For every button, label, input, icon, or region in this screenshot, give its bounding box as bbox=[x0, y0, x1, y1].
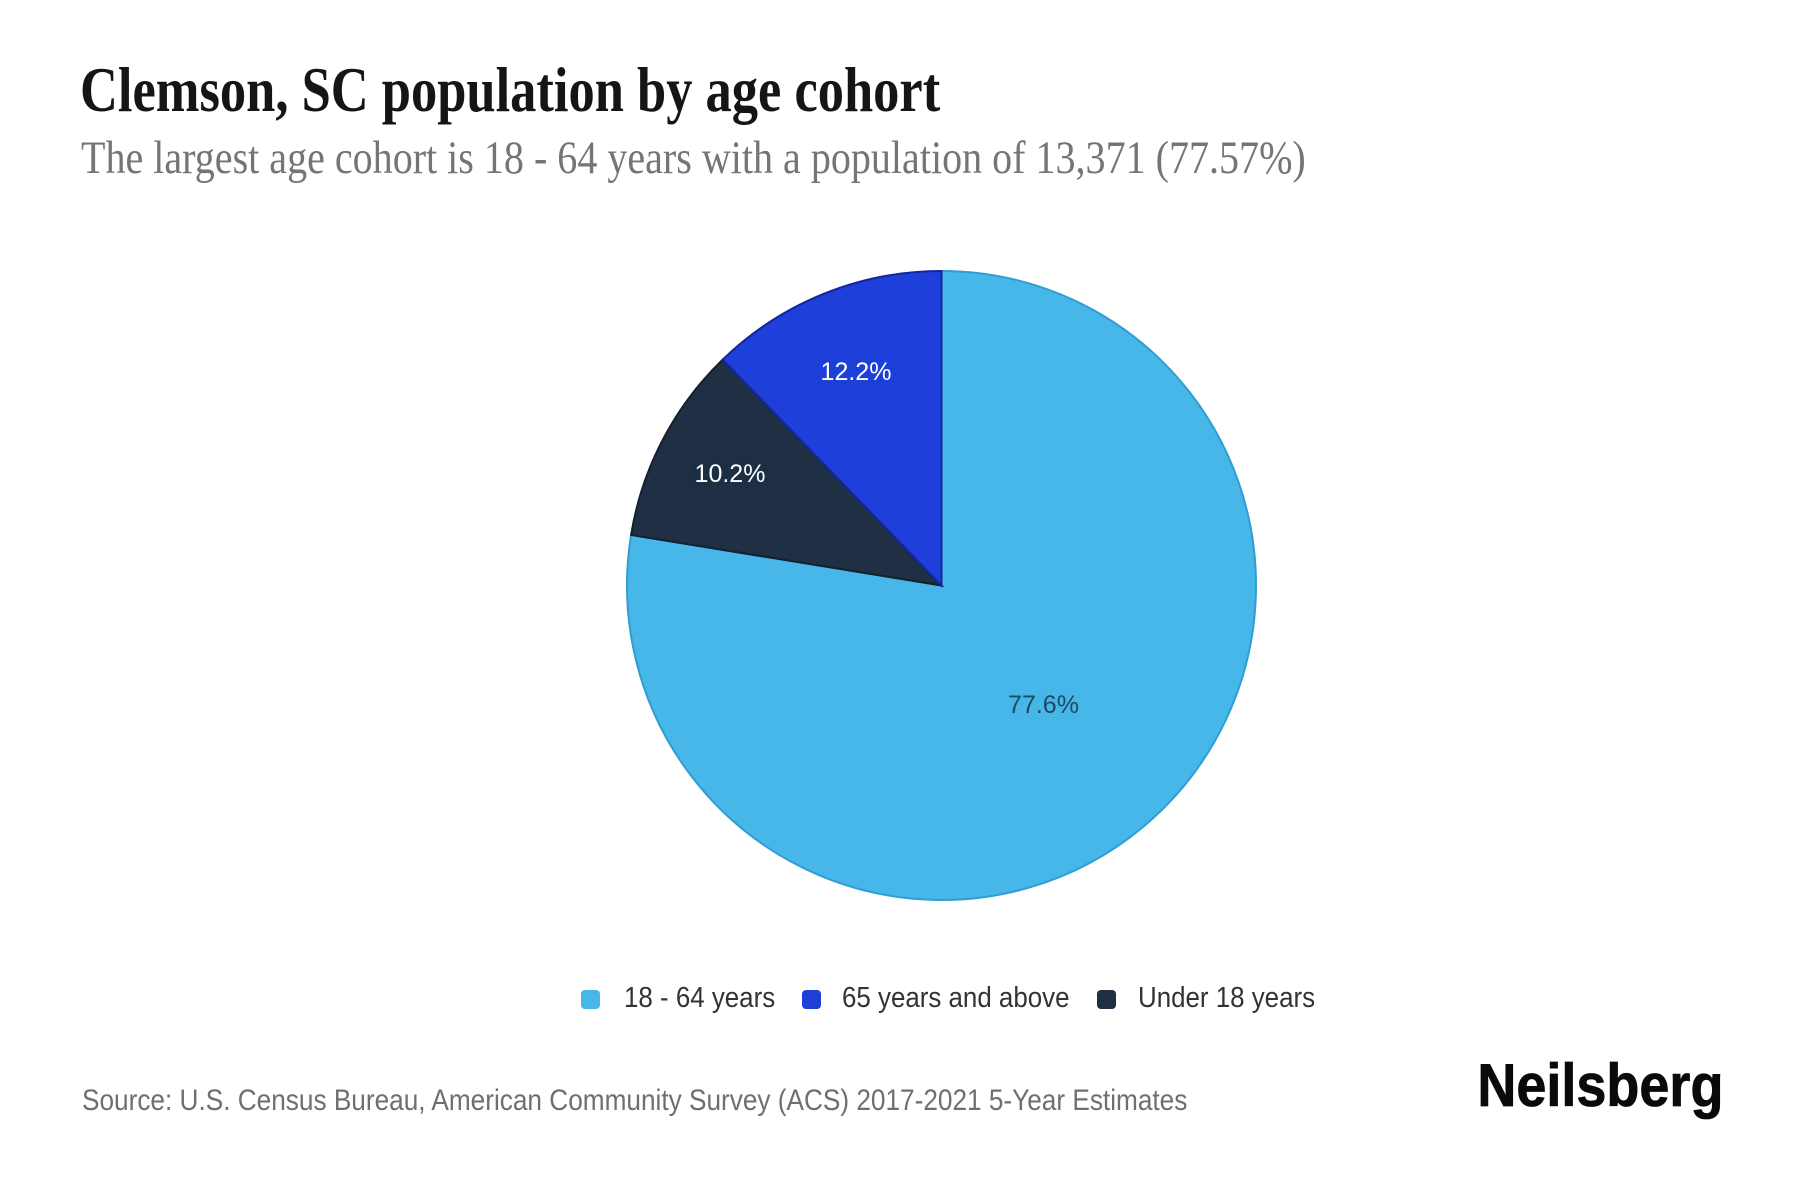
svg-text:12.2%: 12.2% bbox=[821, 358, 892, 386]
svg-text:12.2%: 12.2% bbox=[821, 358, 892, 386]
svg-text:77.6%: 77.6% bbox=[1008, 691, 1079, 719]
svg-text:10.2%: 10.2% bbox=[695, 460, 766, 488]
svg-text:77.6%: 77.6% bbox=[1008, 691, 1079, 719]
svg-text:10.2%: 10.2% bbox=[695, 460, 766, 488]
